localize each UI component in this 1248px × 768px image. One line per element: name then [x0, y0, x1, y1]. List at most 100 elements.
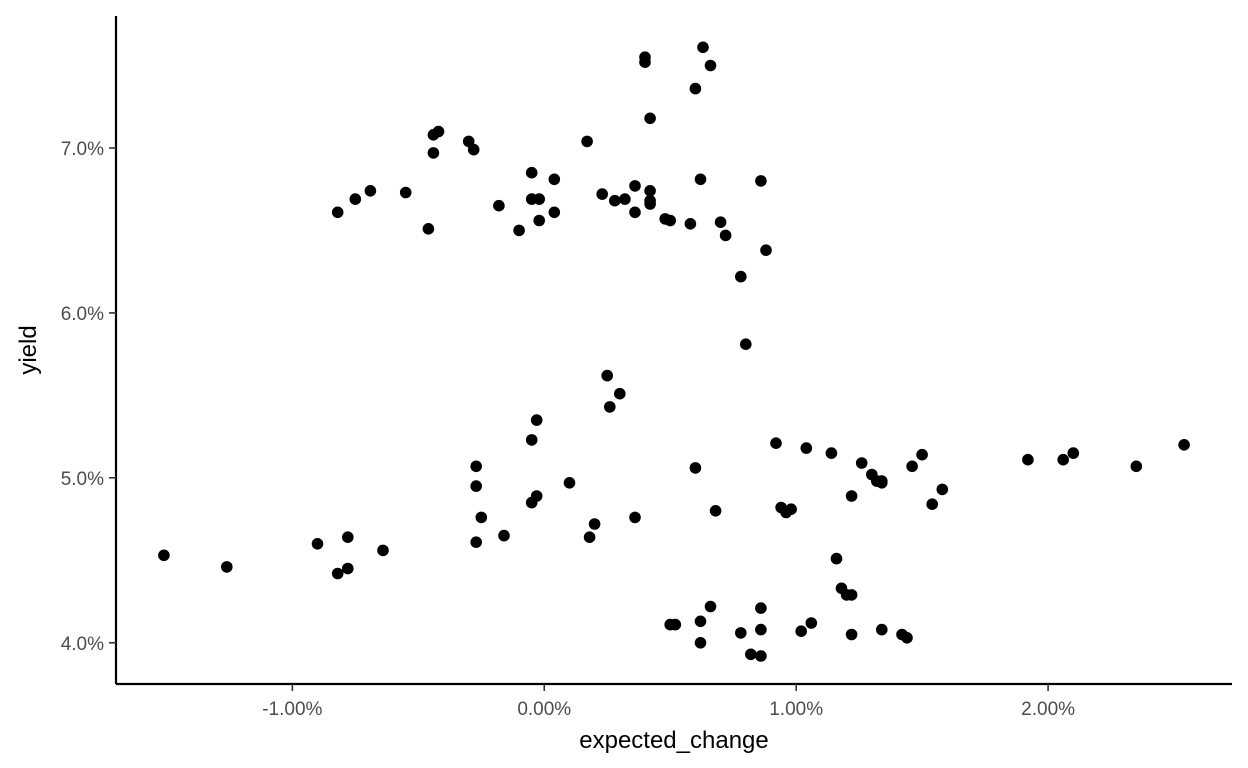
- data-point-18: [470, 480, 483, 492]
- data-point-99: [745, 648, 757, 661]
- y-tick-label-2: 6.0%: [61, 304, 104, 325]
- data-point-46: [639, 56, 651, 68]
- points-layer: [158, 41, 1190, 662]
- x-tick-label-2: 1.00%: [769, 699, 823, 720]
- data-point-13: [432, 125, 445, 138]
- data-point-44: [644, 112, 656, 125]
- data-point-31: [525, 434, 538, 446]
- data-point-10: [399, 186, 412, 199]
- data-point-43: [644, 198, 656, 210]
- data-point-11: [422, 223, 435, 235]
- data-point-62: [689, 462, 702, 474]
- data-point-57: [697, 41, 709, 54]
- data-point-77: [845, 589, 858, 601]
- data-point-19: [475, 511, 488, 524]
- data-point-36: [596, 188, 608, 200]
- x-tick-label-3: 2.00%: [1021, 699, 1075, 720]
- y-tick-label-3: 7.0%: [61, 139, 104, 160]
- data-point-105: [845, 628, 858, 641]
- data-point-50: [614, 387, 626, 400]
- data-point-8: [349, 193, 362, 205]
- data-point-9: [364, 185, 377, 197]
- data-point-60: [714, 216, 727, 228]
- data-point-7: [331, 206, 344, 219]
- data-point-90: [1067, 447, 1080, 459]
- data-point-4: [342, 562, 354, 575]
- data-point-23: [513, 224, 525, 237]
- data-point-1: [221, 561, 233, 573]
- data-point-58: [704, 59, 717, 72]
- data-point-88: [1022, 453, 1034, 466]
- data-point-41: [644, 185, 656, 197]
- data-point-14: [427, 147, 440, 159]
- data-point-55: [684, 218, 697, 230]
- data-point-65: [740, 338, 752, 351]
- data-point-83: [876, 477, 888, 489]
- x-axis-title: expected_change: [579, 727, 769, 754]
- data-point-100: [755, 650, 767, 662]
- data-point-103: [795, 625, 807, 637]
- data-point-27: [533, 214, 545, 227]
- x-tick-label-1: 0.00%: [517, 699, 571, 720]
- data-point-84: [906, 460, 918, 473]
- data-point-67: [760, 244, 772, 256]
- y-axis-title: yield: [15, 325, 42, 374]
- data-point-52: [583, 531, 596, 543]
- data-point-102: [755, 602, 767, 614]
- y-tick-label-0: 4.0%: [61, 634, 104, 655]
- data-point-94: [669, 618, 682, 631]
- data-point-29: [548, 206, 561, 219]
- data-point-63: [709, 505, 722, 517]
- data-point-96: [704, 600, 717, 613]
- data-point-49: [601, 369, 613, 382]
- data-point-39: [629, 180, 641, 192]
- data-point-108: [901, 632, 913, 644]
- data-point-97: [694, 637, 707, 649]
- data-point-34: [563, 477, 576, 489]
- data-point-78: [845, 490, 858, 502]
- data-point-86: [926, 498, 938, 511]
- data-point-64: [735, 270, 747, 283]
- data-point-79: [855, 457, 868, 469]
- data-point-95: [694, 615, 707, 628]
- data-point-104: [805, 617, 818, 629]
- data-point-0: [158, 549, 170, 562]
- data-point-91: [1130, 460, 1143, 473]
- data-point-51: [604, 401, 616, 413]
- data-point-48: [664, 214, 676, 227]
- data-point-68: [770, 437, 782, 450]
- data-point-5: [342, 531, 354, 543]
- data-point-89: [1057, 453, 1069, 466]
- data-point-101: [755, 623, 767, 636]
- y-tick-label-1: 5.0%: [61, 469, 104, 490]
- data-point-30: [530, 414, 543, 426]
- data-point-85: [916, 448, 928, 461]
- data-point-17: [470, 460, 483, 473]
- data-point-40: [629, 206, 641, 219]
- data-point-28: [548, 173, 561, 186]
- data-point-24: [525, 166, 538, 179]
- data-point-3: [331, 567, 344, 580]
- data-point-72: [800, 442, 813, 454]
- data-point-53: [588, 518, 601, 530]
- data-point-2: [311, 538, 324, 550]
- data-point-6: [377, 544, 389, 557]
- data-point-56: [689, 82, 702, 95]
- data-point-35: [581, 135, 593, 148]
- data-point-73: [825, 447, 838, 459]
- data-point-98: [735, 627, 747, 639]
- data-point-20: [470, 536, 483, 548]
- data-point-106: [876, 623, 888, 636]
- data-point-33: [525, 496, 538, 509]
- data-point-38: [619, 193, 631, 205]
- x-tick-label-0: -1.00%: [262, 699, 322, 720]
- data-point-16: [467, 143, 480, 156]
- data-point-92: [1178, 439, 1190, 451]
- data-point-74: [830, 552, 843, 565]
- data-point-37: [609, 194, 621, 207]
- data-point-87: [936, 483, 949, 496]
- data-point-66: [755, 175, 767, 187]
- data-point-21: [493, 199, 505, 212]
- data-point-59: [694, 173, 707, 186]
